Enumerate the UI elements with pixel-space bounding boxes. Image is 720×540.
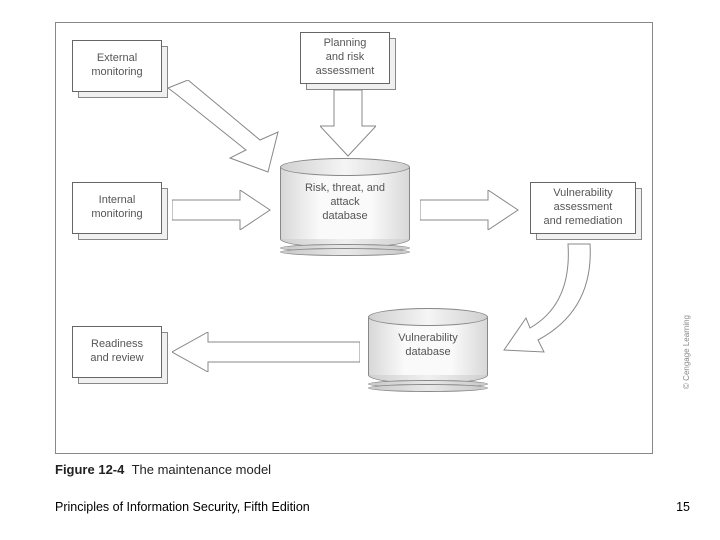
box-readiness: Readinessand review <box>72 326 162 378</box>
box-internal-monitoring: Internalmonitoring <box>72 182 162 234</box>
box-label: Readinessand review <box>90 338 143 366</box>
box-vuln-assessment: Vulnerabilityassessmentand remediation <box>530 182 636 234</box>
box-planning: Planningand riskassessment <box>300 32 390 84</box>
box-label: Vulnerabilityassessmentand remediation <box>544 187 623 228</box>
box-label: Internalmonitoring <box>91 194 142 222</box>
arrow-vuln-to-vulndb <box>490 240 610 370</box>
arrow-internal-to-db <box>172 190 272 230</box>
box-external-monitoring: Externalmonitoring <box>72 40 162 92</box>
cylinder-vuln-db: Vulnerabilitydatabase <box>368 308 488 392</box>
cylinder-label: Vulnerabilitydatabase <box>398 332 458 360</box>
caption-text: The maintenance model <box>132 462 271 477</box>
cylinder-stack <box>368 384 488 392</box>
cylinder-top <box>280 158 410 176</box>
footer-page-number: 15 <box>676 500 690 514</box>
figure-caption: Figure 12-4 The maintenance model <box>55 462 271 477</box>
copyright-text: © Cengage Learning <box>682 315 691 389</box>
cylinder-risk-db: Risk, threat, andattackdatabase <box>280 158 410 256</box>
box-label: Externalmonitoring <box>91 52 142 80</box>
cylinder-top <box>368 308 488 326</box>
arrow-db-to-vuln <box>420 190 520 230</box>
caption-number: Figure 12-4 <box>55 462 124 477</box>
cylinder-stack <box>280 248 410 256</box>
arrow-external-to-db <box>150 80 300 180</box>
arrow-planning-to-db <box>320 90 376 160</box>
footer-book-title: Principles of Information Security, Fift… <box>55 500 310 514</box>
cylinder-label: Risk, threat, andattackdatabase <box>305 182 385 223</box>
box-label: Planningand riskassessment <box>316 37 375 78</box>
arrow-vulndb-to-readiness <box>172 332 360 372</box>
